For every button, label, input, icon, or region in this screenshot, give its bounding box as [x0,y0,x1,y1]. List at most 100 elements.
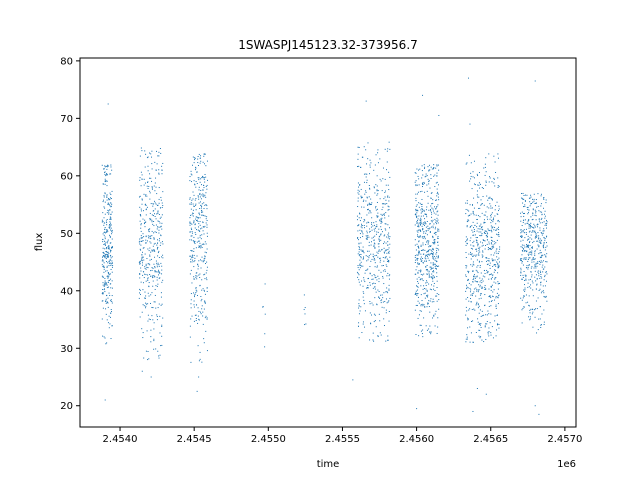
data-point [141,199,143,201]
data-point [107,276,109,278]
data-point [421,198,423,200]
data-point [380,294,382,296]
data-point [145,350,147,352]
data-point [432,277,434,279]
data-point [494,269,496,271]
data-point [415,210,417,212]
data-point [489,176,491,178]
data-point [481,278,483,280]
data-point [199,162,201,164]
data-point [109,227,111,229]
data-point [366,222,368,224]
data-point [156,204,158,206]
data-point [194,278,196,280]
data-point [545,280,547,282]
data-point [544,224,546,226]
data-point [140,185,142,187]
data-point [427,178,429,180]
data-point [490,278,492,280]
data-point [374,286,376,288]
data-point [497,288,499,290]
data-point [385,257,387,259]
data-point [190,255,192,257]
data-point [479,294,481,296]
data-point [203,208,205,210]
data-point [199,214,201,216]
data-point [110,206,112,208]
data-point [415,193,417,195]
data-point [106,270,108,272]
data-point [377,212,379,214]
data-point [475,269,477,271]
data-point [160,196,162,198]
data-point [521,236,523,238]
data-point [534,202,536,204]
data-point [105,165,107,167]
data-point [426,216,428,218]
data-point [480,272,482,274]
data-point [470,247,472,249]
data-point [524,219,526,221]
data-point [151,269,153,271]
data-point [140,224,142,226]
data-point [495,264,497,266]
data-point [201,206,203,208]
data-point [434,174,436,176]
data-point [161,344,163,346]
data-point [535,212,537,214]
data-point [108,292,110,294]
data-point [362,291,364,293]
data-point [544,217,546,219]
data-point [477,265,479,267]
data-point [206,232,208,234]
data-point [523,289,525,291]
data-point [145,242,147,244]
data-point [530,194,532,196]
data-point [199,351,201,353]
data-point [524,200,526,202]
data-point [529,241,531,243]
data-point [492,260,494,262]
data-point [158,221,160,223]
data-point [466,243,468,245]
data-point [378,313,380,315]
data-point [201,234,203,236]
data-point [482,229,484,231]
data-point [154,202,156,204]
data-point [147,279,149,281]
data-point [389,256,391,258]
data-point [493,289,495,291]
data-point [373,245,375,247]
data-point [152,245,154,247]
data-point [110,264,112,266]
data-point [141,251,143,253]
data-point [489,295,491,297]
data-point [376,231,378,233]
data-point [363,257,365,259]
data-point [470,294,472,296]
data-point [357,189,359,191]
data-point [478,335,480,337]
data-point [201,211,203,213]
data-point [386,302,388,304]
data-point [162,191,164,193]
data-point [191,229,193,231]
data-point [190,222,192,224]
data-point [104,244,106,246]
data-point [416,168,418,170]
data-point [524,279,526,281]
data-point [197,195,199,197]
data-point [202,288,204,290]
data-point [109,242,111,244]
data-point [363,221,365,223]
data-point [473,207,475,209]
data-point [158,277,160,279]
data-point [386,236,388,238]
data-point [478,323,480,325]
data-point [106,219,108,221]
data-point [538,218,540,220]
data-point [530,216,532,218]
data-point [150,336,152,338]
data-point [491,212,493,214]
